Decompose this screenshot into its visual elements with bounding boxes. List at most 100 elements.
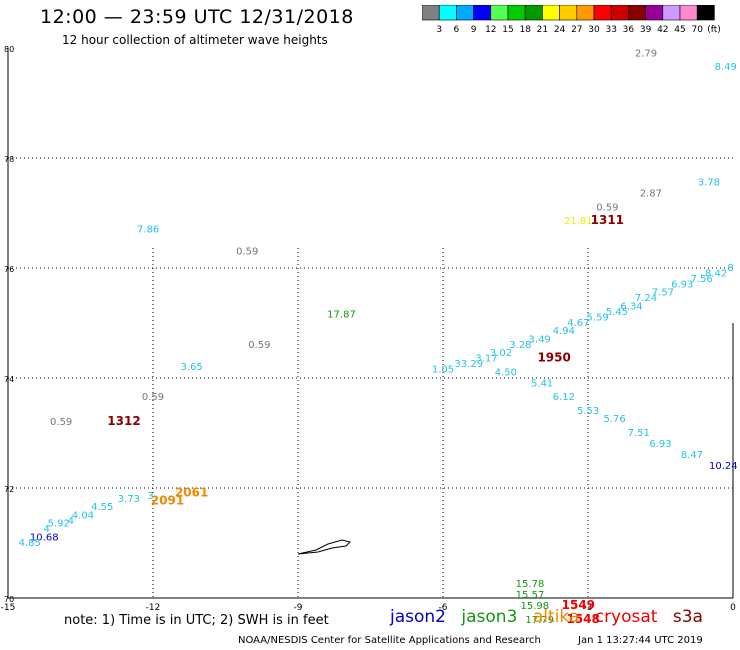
wave-height-label: 8.49 xyxy=(715,62,737,73)
wave-height-label: 7.51 xyxy=(628,428,650,439)
wave-height-label: 4.85 xyxy=(19,538,41,549)
wave-height-label: 2.87 xyxy=(640,189,662,200)
wave-height-label: 0.59 xyxy=(248,340,270,351)
island-outline xyxy=(297,539,351,555)
wave-height-label: 17.87 xyxy=(327,310,356,321)
colorbar-tick-label: 6 xyxy=(454,25,460,35)
legend-cryosat: cryosat xyxy=(594,607,658,627)
wave-height-label: 5.92 xyxy=(48,519,70,530)
wave-height-label: 3.73 xyxy=(118,494,140,505)
credit-line: NOAA/NESDIS Center for Satellite Applica… xyxy=(238,635,541,646)
wave-height-label: 10.68 xyxy=(30,532,59,543)
wave-height-label: 4.04 xyxy=(72,510,94,521)
colorbar-tick-label: 45 xyxy=(674,25,685,35)
colorbar-tick-label: 3 xyxy=(436,25,442,35)
wave-height-label: 3 xyxy=(454,359,460,370)
y-tick-label: 74 xyxy=(4,375,14,384)
x-tick-label: 0 xyxy=(730,603,736,613)
wave-height-label: 7.56 xyxy=(690,274,712,285)
wave-height-label: 3.65 xyxy=(181,362,203,373)
wave-height-label: 0.59 xyxy=(142,392,164,403)
colorbar-tick-label: 36 xyxy=(623,25,635,35)
legend-jason2: jason2 xyxy=(390,607,446,627)
wave-height-label: 3.29 xyxy=(461,359,483,370)
wave-height-label: 5.76 xyxy=(603,414,625,425)
y-tick-label: 78 xyxy=(4,155,14,164)
wave-height-label: 3.02 xyxy=(490,348,512,359)
wave-height-label: 5.53 xyxy=(577,406,599,417)
wave-height-label: 21.81 xyxy=(564,216,593,227)
generated-timestamp: Jan 1 13:27:44 UTC 2019 xyxy=(578,635,703,646)
wave-height-label: 1.05 xyxy=(432,365,454,376)
wave-height-label: 15.78 xyxy=(516,579,545,590)
colorbar-tick-label: 33 xyxy=(605,25,616,35)
legend-jason3: jason3 xyxy=(461,607,518,627)
colorbar-tick-label: 18 xyxy=(519,25,531,35)
colorbar-tick-label: 39 xyxy=(640,25,652,35)
wave-height-label: 5.41 xyxy=(531,378,553,389)
x-tick-label: -3 xyxy=(584,603,593,613)
colorbar-tick-label: 21 xyxy=(537,25,548,35)
wave-height-label: 5.59 xyxy=(587,312,609,323)
legend-s3a: s3a xyxy=(672,607,703,627)
wave-height-label: 1549 xyxy=(562,598,595,612)
wave-height-label: 6.34 xyxy=(620,301,642,312)
wave-height-label: 4 xyxy=(43,524,49,535)
wave-height-label: 17.79 xyxy=(525,615,554,626)
wave-height-label: 7.86 xyxy=(137,224,159,235)
wave-height-label: 6.93 xyxy=(671,279,693,290)
colorbar-tick-label: 27 xyxy=(571,25,582,35)
wave-height-label: 2061 xyxy=(175,485,208,499)
wave-height-label: 2.79 xyxy=(635,48,657,59)
wave-height-label: 10.24 xyxy=(709,461,738,472)
colorbar-tick-label: 9 xyxy=(471,25,477,35)
colorbar-tick-label: 24 xyxy=(554,25,566,35)
wave-height-label: 4.55 xyxy=(91,502,113,513)
wave-height-label: 8 xyxy=(727,263,733,274)
wave-height-label: 4.94 xyxy=(553,326,575,337)
wave-height-label: 3.49 xyxy=(529,334,551,345)
wave-height-label: 3 xyxy=(147,491,153,502)
wave-height-label: 0.59 xyxy=(50,417,72,428)
wave-height-label: 6.12 xyxy=(553,392,575,403)
colorbar-tick-label: 30 xyxy=(588,25,600,35)
wave-height-label: 8.47 xyxy=(681,450,703,461)
wave-height-label: 6.93 xyxy=(649,439,671,450)
colorbar-tick-label: 12 xyxy=(485,25,496,35)
wave-height-label: 1950 xyxy=(537,351,570,365)
wave-height-label: 15.57 xyxy=(516,590,545,601)
wave-height-label: 4 xyxy=(68,516,74,527)
chart-subtitle: 12 hour collection of altimeter wave hei… xyxy=(62,33,328,47)
colorbar-swatch xyxy=(696,5,715,21)
x-tick-label: -9 xyxy=(294,603,303,613)
chart-title: 12:00 — 23:59 UTC 12/31/2018 xyxy=(40,6,354,28)
x-tick-label: -6 xyxy=(439,603,448,613)
wave-height-label: 5.45 xyxy=(606,307,628,318)
color-scale-legend: 3 6 9 12 15 18 21 24 27 30 33 36 39 42 45 70 (ft) xyxy=(422,5,721,35)
colorbar-tick-label: 42 xyxy=(657,25,668,35)
wave-height-label: 15.98 xyxy=(521,601,550,612)
colorbar-tick-label: 70 xyxy=(691,25,703,35)
satellite-legend: jason2 jason3 altika cryosat s3a xyxy=(390,607,713,627)
wave-height-label: 7.24 xyxy=(635,293,657,304)
y-tick-label: 70 xyxy=(4,595,14,604)
wave-height-label: 8.42 xyxy=(705,268,727,279)
wave-height-label: 1311 xyxy=(591,213,624,227)
wave-height-label: 3.17 xyxy=(475,354,497,365)
y-tick-label: 72 xyxy=(4,485,14,494)
wave-height-label: 0.59 xyxy=(236,246,258,257)
wave-height-label: 0.59 xyxy=(596,202,618,213)
wave-height-label: 1548 xyxy=(566,612,599,626)
x-tick-label: -12 xyxy=(146,603,161,613)
wave-height-label: 1312 xyxy=(107,414,140,428)
wave-height-label: 3.78 xyxy=(698,178,720,189)
y-tick-label: 76 xyxy=(4,265,14,274)
units-note: note: 1) Time is in UTC; 2) SWH is in fe… xyxy=(64,613,329,628)
colorbar-tick-label: 15 xyxy=(502,25,513,35)
x-tick-label: -15 xyxy=(1,603,16,613)
wave-height-label: 7.57 xyxy=(652,288,674,299)
wave-height-label: 4.67 xyxy=(567,318,589,329)
y-tick-label: 80 xyxy=(4,45,14,54)
wave-height-label: 3.28 xyxy=(509,340,531,351)
